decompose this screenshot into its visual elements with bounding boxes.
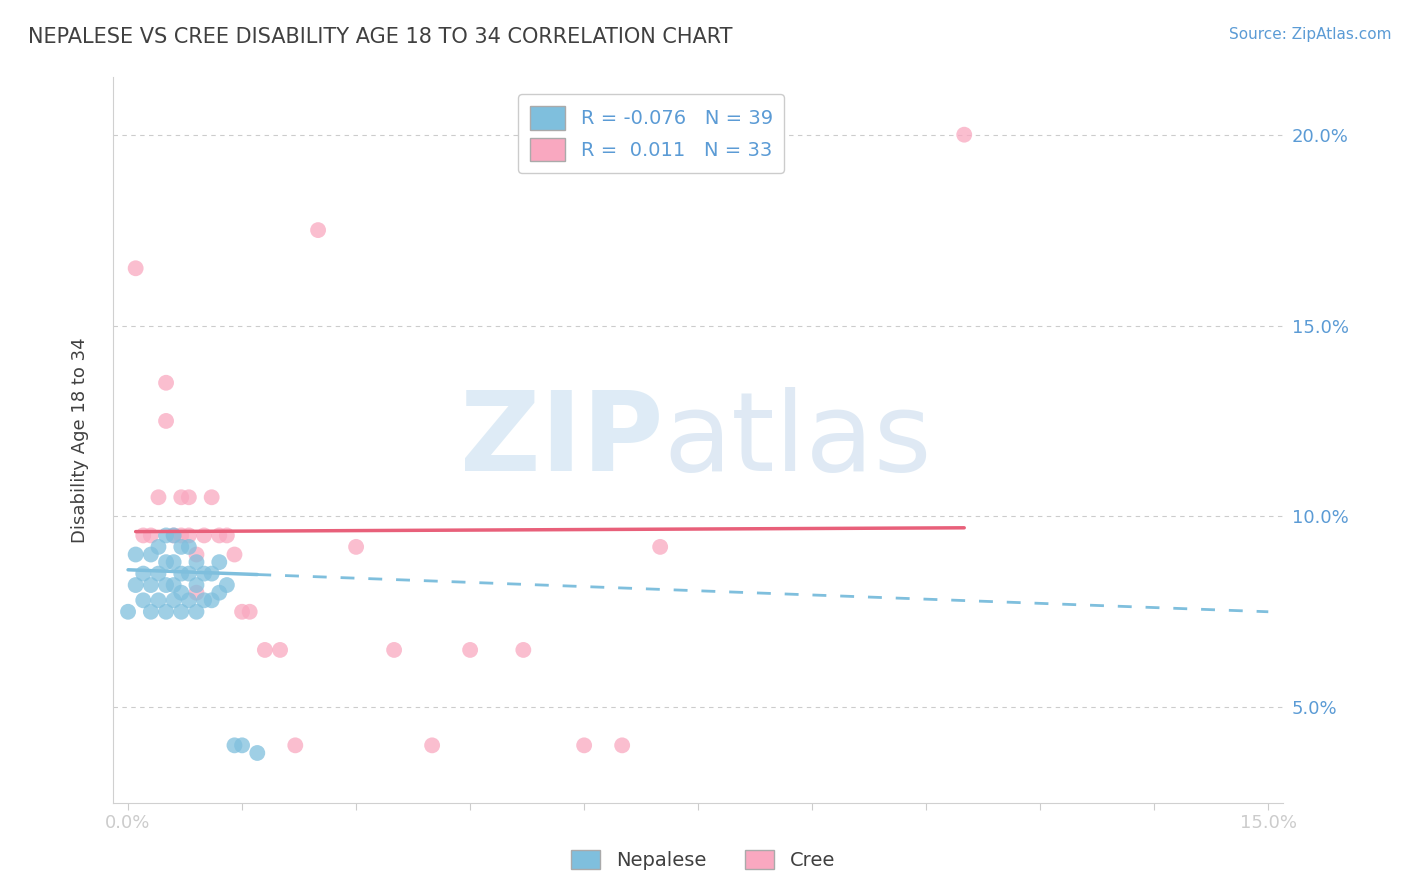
Point (953, 128, 976, 142)
Point (155, 555, 177, 569)
Point (177, 540, 200, 554)
Point (177, 528, 200, 542)
Point (186, 585, 208, 599)
Point (186, 555, 208, 569)
Point (193, 566, 215, 581)
Point (307, 223, 329, 237)
Point (610, 739, 633, 753)
Point (139, 605, 162, 619)
Point (139, 578, 162, 592)
Point (155, 605, 177, 619)
Point (132, 528, 155, 542)
Point (224, 548, 246, 562)
Point (215, 528, 238, 542)
Text: ZIP: ZIP (460, 386, 664, 493)
Point (148, 540, 170, 554)
Point (344, 540, 367, 554)
Point (186, 578, 208, 592)
Point (382, 643, 405, 657)
Point (215, 578, 238, 592)
Point (208, 528, 231, 542)
Legend: R = -0.076   N = 39, R =  0.011   N = 33: R = -0.076 N = 39, R = 0.011 N = 33 (519, 95, 785, 173)
Point (269, 643, 291, 657)
Point (650, 540, 672, 554)
Point (170, 490, 193, 504)
Point (124, 548, 146, 562)
Point (458, 643, 481, 657)
Point (132, 566, 155, 581)
Point (208, 585, 231, 599)
Point (155, 528, 177, 542)
Point (163, 528, 186, 542)
Point (155, 414, 177, 428)
Point (284, 739, 307, 753)
Point (201, 593, 224, 607)
Point (148, 490, 170, 504)
Point (231, 739, 253, 753)
Point (193, 593, 215, 607)
Point (177, 566, 200, 581)
Point (148, 593, 170, 607)
Point (148, 566, 170, 581)
Point (155, 376, 177, 390)
Point (170, 585, 193, 599)
Point (163, 555, 186, 569)
Point (170, 566, 193, 581)
Point (231, 605, 253, 619)
Point (239, 605, 262, 619)
Point (253, 643, 276, 657)
Point (117, 605, 139, 619)
Point (193, 528, 215, 542)
Point (246, 746, 269, 760)
Point (124, 578, 146, 592)
Point (155, 578, 177, 592)
Point (572, 739, 595, 753)
Point (208, 555, 231, 569)
Point (420, 739, 443, 753)
Y-axis label: Disability Age 18 to 34: Disability Age 18 to 34 (72, 337, 89, 543)
Legend: Nepalese, Cree: Nepalese, Cree (564, 842, 842, 878)
Point (177, 593, 200, 607)
Point (163, 578, 186, 592)
Point (186, 548, 208, 562)
Point (139, 548, 162, 562)
Text: atlas: atlas (664, 386, 932, 493)
Point (186, 605, 208, 619)
Point (139, 528, 162, 542)
Point (170, 540, 193, 554)
Point (512, 643, 534, 657)
Text: Source: ZipAtlas.com: Source: ZipAtlas.com (1229, 27, 1392, 42)
Point (201, 490, 224, 504)
Point (177, 490, 200, 504)
Point (163, 528, 186, 542)
Point (170, 528, 193, 542)
Point (163, 593, 186, 607)
Text: NEPALESE VS CREE DISABILITY AGE 18 TO 34 CORRELATION CHART: NEPALESE VS CREE DISABILITY AGE 18 TO 34… (28, 27, 733, 46)
Point (224, 739, 246, 753)
Point (201, 566, 224, 581)
Point (124, 261, 146, 276)
Point (132, 593, 155, 607)
Point (170, 605, 193, 619)
